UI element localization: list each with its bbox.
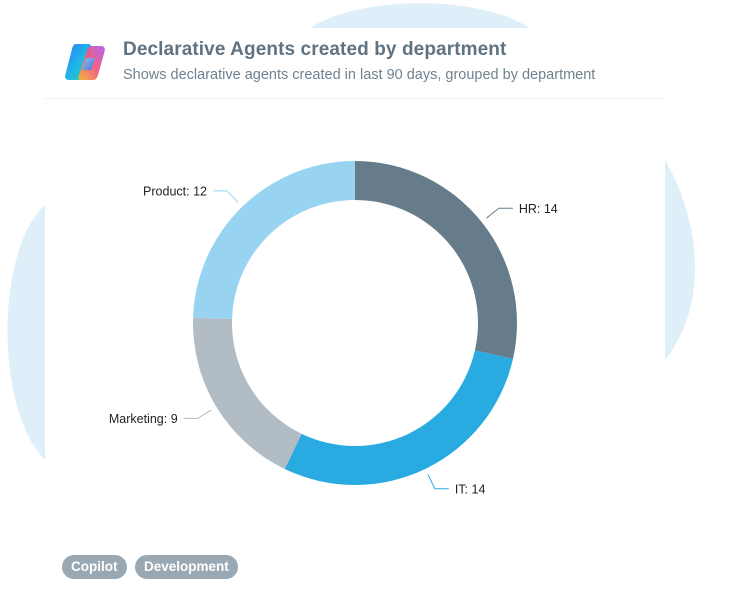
data-label-product: Product: 12	[143, 184, 207, 198]
card-header: Declarative Agents created by department…	[45, 28, 665, 99]
tag-development[interactable]: Development	[135, 555, 238, 579]
donut-slice-hr[interactable]	[355, 161, 517, 360]
card-title: Declarative Agents created by department	[123, 39, 507, 60]
card-subtitle: Shows declarative agents created in last…	[123, 67, 596, 83]
data-label-it: IT: 14	[455, 482, 486, 496]
data-label-hr: HR: 14	[519, 202, 558, 216]
leader-line-marketing	[183, 409, 212, 419]
leader-line-product	[212, 190, 239, 203]
data-label-marketing: Marketing: 9	[109, 412, 178, 426]
chart-card: Declarative Agents created by department…	[45, 28, 665, 588]
donut-slice-it[interactable]	[284, 350, 513, 485]
leader-line-it	[427, 474, 449, 490]
leader-line-hr	[486, 207, 513, 219]
logo-shape-left	[65, 44, 92, 80]
logo-highlight	[82, 58, 95, 70]
donut-slice-marketing[interactable]	[192, 317, 302, 469]
donut-slice-product[interactable]	[193, 161, 355, 320]
copilot-logo-icon	[65, 44, 105, 80]
tag-copilot[interactable]: Copilot	[62, 555, 127, 579]
